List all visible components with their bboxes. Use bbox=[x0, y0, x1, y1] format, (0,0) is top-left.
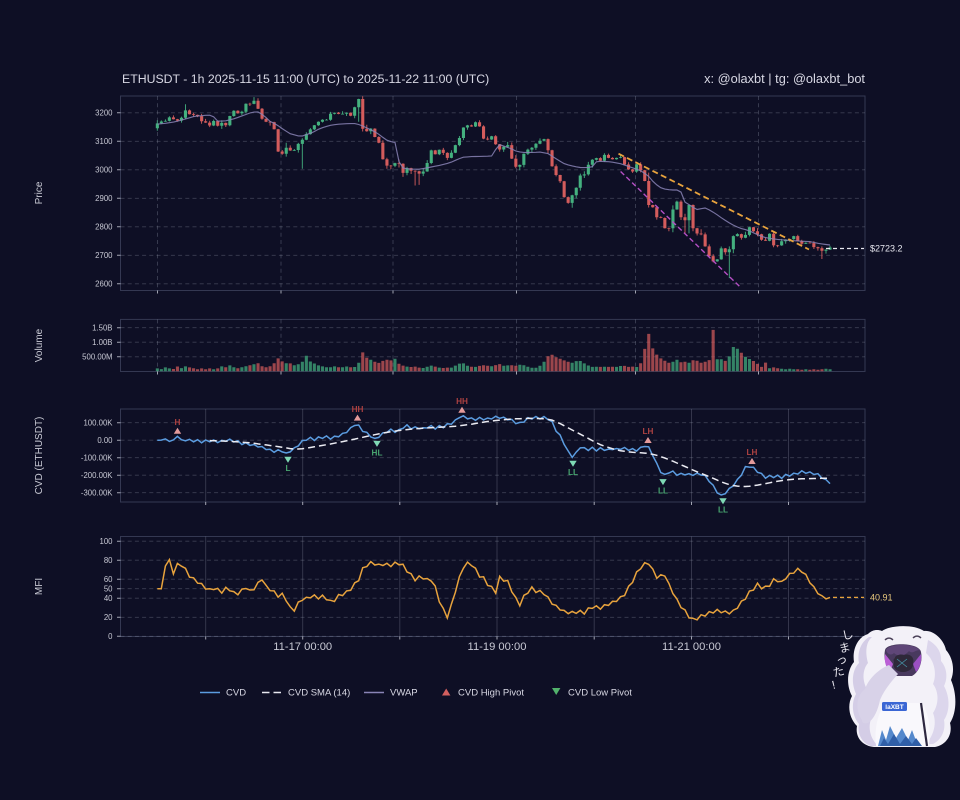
svg-text:40: 40 bbox=[104, 594, 113, 603]
svg-text:HL: HL bbox=[372, 448, 383, 457]
svg-text:CVD: CVD bbox=[226, 688, 246, 699]
svg-text:0.00: 0.00 bbox=[97, 436, 113, 445]
svg-text:ま: ま bbox=[838, 641, 852, 656]
svg-text:Volume: Volume bbox=[34, 328, 45, 362]
svg-text:2600: 2600 bbox=[95, 279, 113, 288]
svg-text:2700: 2700 bbox=[95, 251, 113, 260]
svg-text:1.00B: 1.00B bbox=[92, 338, 112, 347]
svg-text:た: た bbox=[832, 665, 846, 680]
svg-text:CVD SMA (14): CVD SMA (14) bbox=[288, 688, 350, 699]
svg-text:80: 80 bbox=[104, 556, 113, 565]
svg-text:CVD (ETHUSDT): CVD (ETHUSDT) bbox=[34, 417, 45, 495]
svg-text:40.91: 40.91 bbox=[870, 592, 893, 602]
svg-text:500.00M: 500.00M bbox=[82, 352, 112, 361]
svg-text:ETHUSDT - 1h 2025-11-15 11:00: ETHUSDT - 1h 2025-11-15 11:00 (UTC) to 2… bbox=[122, 72, 489, 86]
svg-text:CVD Low Pivot: CVD Low Pivot bbox=[568, 688, 632, 699]
svg-text:-100.00K: -100.00K bbox=[81, 453, 113, 462]
svg-text:1.50B: 1.50B bbox=[92, 323, 112, 332]
svg-text:し: し bbox=[841, 628, 855, 643]
svg-text:20: 20 bbox=[104, 613, 113, 622]
svg-text:CVD High Pivot: CVD High Pivot bbox=[458, 688, 524, 699]
svg-text:$2723.2: $2723.2 bbox=[870, 244, 903, 254]
svg-text:100: 100 bbox=[99, 537, 113, 546]
svg-text:LH: LH bbox=[747, 448, 758, 457]
svg-text:3100: 3100 bbox=[95, 137, 113, 146]
svg-text:MFI: MFI bbox=[34, 578, 45, 595]
svg-text:2900: 2900 bbox=[95, 194, 113, 203]
svg-text:laXBT: laXBT bbox=[885, 704, 903, 711]
svg-text:LL: LL bbox=[658, 486, 668, 495]
svg-text:Price: Price bbox=[34, 181, 45, 204]
svg-text:60: 60 bbox=[104, 575, 113, 584]
svg-text:LH: LH bbox=[643, 427, 654, 436]
svg-text:x: @olaxbt | tg: @olaxbt_bot: x: @olaxbt | tg: @olaxbt_bot bbox=[704, 71, 865, 86]
svg-text:L: L bbox=[285, 464, 290, 473]
svg-text:LL: LL bbox=[718, 506, 728, 515]
svg-text:11-19 00:00: 11-19 00:00 bbox=[468, 641, 527, 653]
svg-text:11-21 00:00: 11-21 00:00 bbox=[662, 641, 721, 653]
svg-text:-200.00K: -200.00K bbox=[81, 471, 113, 480]
svg-text:LL: LL bbox=[568, 468, 578, 477]
svg-text:50: 50 bbox=[104, 584, 113, 593]
svg-text:3200: 3200 bbox=[95, 108, 113, 117]
svg-text:H: H bbox=[175, 418, 181, 427]
svg-text:HH: HH bbox=[456, 397, 468, 406]
svg-text:0: 0 bbox=[108, 632, 113, 641]
svg-text:2800: 2800 bbox=[95, 222, 113, 231]
svg-text:11-17 00:00: 11-17 00:00 bbox=[273, 641, 332, 653]
svg-text:3000: 3000 bbox=[95, 165, 113, 174]
svg-text:!: ! bbox=[831, 679, 837, 691]
svg-text:っ: っ bbox=[835, 653, 849, 667]
svg-text:-300.00K: -300.00K bbox=[81, 488, 113, 497]
svg-text:VWAP: VWAP bbox=[390, 688, 418, 699]
svg-text:HH: HH bbox=[352, 405, 364, 414]
svg-text:100.00K: 100.00K bbox=[83, 418, 113, 427]
